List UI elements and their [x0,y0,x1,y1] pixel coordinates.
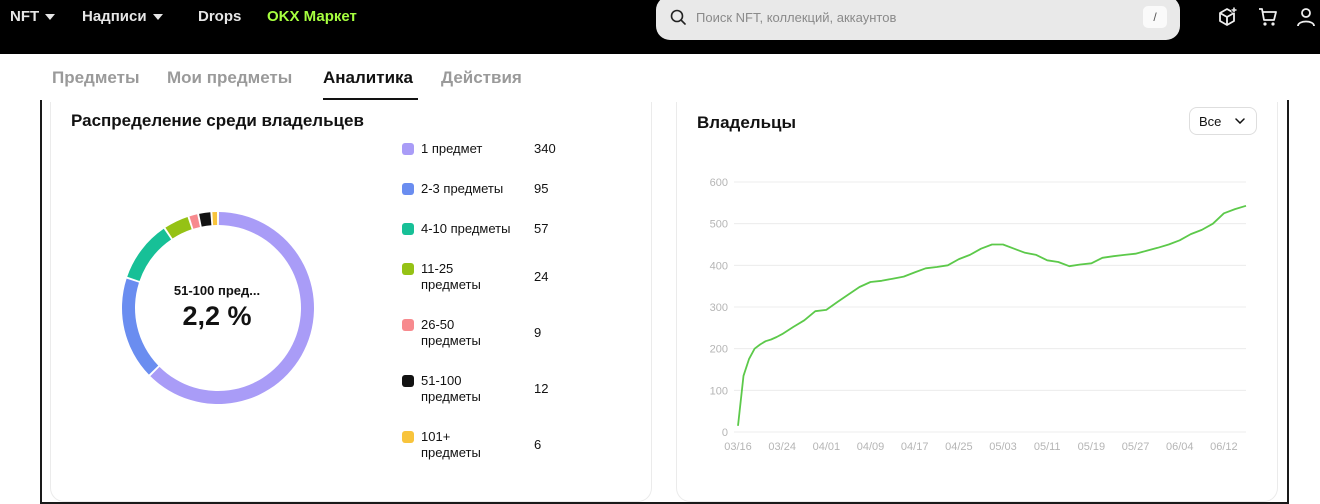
legend-item[interactable]: 2-3 предметы 95 [402,181,548,197]
legend-label: 101+ предметы [421,429,481,460]
user-icon[interactable] [1295,6,1317,28]
donut-center-label: 51-100 пред... [173,283,261,298]
x-tick-label: 04/17 [901,441,929,453]
donut-segment[interactable] [150,212,314,404]
content-frame-bottom-border [40,502,1289,504]
donut-segment[interactable] [121,278,159,375]
donut-center-value: 2,2 % [182,301,252,331]
distribution-donut-chart[interactable] [120,210,316,406]
legend-item[interactable]: 11-25 предметы 24 [402,261,548,293]
legend-item[interactable]: 26-50 предметы 9 [402,317,541,349]
legend-count: 24 [534,269,549,284]
tab-analytics[interactable]: Аналитика [323,68,413,87]
x-tick-label: 03/24 [768,441,796,453]
x-tick-label: 06/12 [1210,441,1238,453]
nav-nft-menu[interactable]: NFT [10,8,56,25]
donut-segment[interactable] [189,214,200,229]
nav-inscriptions-label: Надписи [82,8,147,25]
donut-segment[interactable] [127,228,172,281]
y-tick-label: 100 [710,385,728,397]
nav-drops-link[interactable]: Drops [198,8,241,25]
x-tick-label: 05/03 [989,441,1017,453]
y-tick-label: 0 [722,427,728,439]
x-tick-label: 06/04 [1166,441,1194,453]
legend-count: 95 [534,181,549,196]
legend-swatch [402,223,414,235]
legend-swatch [402,183,414,195]
active-tab-indicator [323,98,418,100]
legend-swatch [402,431,414,443]
cube-plus-icon[interactable] [1217,6,1239,28]
donut-segment[interactable] [199,212,212,227]
legend-swatch [402,263,414,275]
x-tick-label: 04/09 [857,441,885,453]
owners-line-chart[interactable]: 0 100 200 300 400 500 600 03/16 03/24 04/01 04/09… [690,170,1260,460]
y-tick-label: 500 [710,219,728,231]
content-frame-right-border [1287,100,1289,504]
legend-label: 2-3 предметы [421,181,504,196]
legend-item[interactable]: 4-10 предметы 57 [402,221,548,237]
y-tick-label: 600 [710,177,728,189]
y-tick-label: 400 [710,260,728,272]
legend-label: 11-25 предметы [421,261,481,292]
legend-label: 4-10 предметы [421,221,511,236]
legend-item[interactable]: 101+ предметы 6 [402,429,541,461]
x-tick-label: 03/16 [724,441,752,453]
nav-okx-market-link[interactable]: OKX Маркет [267,8,357,25]
legend-item[interactable]: 1 предмет 340 [402,141,556,157]
legend-swatch [402,375,414,387]
nav-nft-label: NFT [10,8,40,25]
legend-swatch [402,143,414,155]
legend-count: 9 [534,325,542,340]
search-bar[interactable] [656,0,1180,40]
content-frame-left-border [40,100,42,504]
legend-swatch [402,319,414,331]
owners-series-line [737,204,1247,426]
legend-label: 51-100 предметы [421,373,481,404]
search-input[interactable] [696,4,1136,30]
tab-items[interactable]: Предметы [52,68,140,87]
owners-card [676,102,1278,502]
legend-label: 26-50 предметы [421,317,481,348]
legend-count: 57 [534,221,549,236]
x-tick-label: 05/19 [1078,441,1106,453]
x-tick-label: 05/11 [1034,441,1061,453]
tab-my-items[interactable]: Мои предметы [167,68,293,87]
search-shortcut-badge: / [1143,6,1167,28]
x-tick-label: 04/25 [945,441,973,453]
distribution-title: Распределение среди владельцев [71,111,364,130]
y-tick-label: 200 [710,344,728,356]
chevron-down-icon [152,14,163,20]
nav-okx-market-label: OKX Маркет [267,8,357,25]
period-filter-value: Все [1199,113,1222,129]
legend-item[interactable]: 51-100 предметы 12 [402,373,548,405]
search-icon [670,9,686,25]
top-navigation-bar: NFT Надписи Drops OKX Маркет / [0,0,1320,54]
x-tick-label: 05/27 [1122,441,1150,453]
tab-activity[interactable]: Действия [441,68,522,87]
cart-icon[interactable] [1257,6,1279,28]
nav-inscriptions-menu[interactable]: Надписи [82,8,163,25]
donut-segment[interactable] [212,212,218,226]
legend-count: 6 [534,437,542,452]
x-tick-label: 04/01 [813,441,841,453]
legend-count: 340 [534,141,556,156]
period-filter-dropdown[interactable]: Все [1189,107,1257,135]
donut-segment[interactable] [165,216,192,239]
nav-drops-label: Drops [198,8,242,25]
chevron-down-icon [45,14,56,20]
legend-label: 1 предмет [421,141,483,156]
distribution-card [50,102,652,502]
legend-count: 12 [534,381,549,396]
chevron-down-icon [1235,118,1246,124]
y-tick-label: 300 [710,302,728,314]
owners-title: Владельцы [697,113,796,132]
